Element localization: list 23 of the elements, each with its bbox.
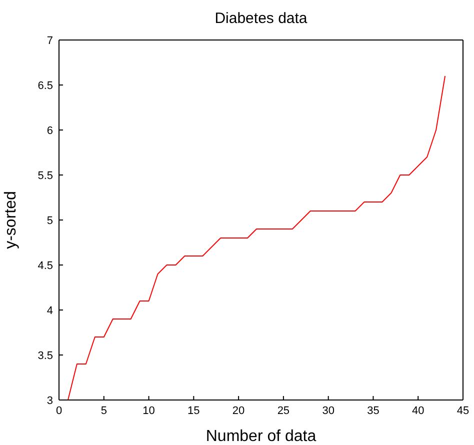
x-tick-label: 25 — [277, 404, 290, 417]
y-tick-label: 6 — [46, 124, 53, 137]
y-tick-label: 5 — [46, 214, 53, 227]
x-tick-label: 0 — [56, 404, 62, 417]
x-tick-label: 5 — [100, 404, 107, 417]
x-tick-label: 15 — [188, 404, 200, 417]
x-tick-label: 45 — [456, 404, 470, 417]
y-tick-label: 4 — [46, 304, 53, 317]
y-tick-label: 7 — [46, 34, 53, 47]
y-tick-label: 5.5 — [38, 170, 53, 182]
x-axis-title: Number of data — [206, 428, 316, 445]
y-tick-label: 6.5 — [38, 80, 53, 92]
x-tick-label: 20 — [232, 404, 245, 417]
y-tick-label: 3.5 — [38, 350, 53, 362]
y-tick-label: 3 — [46, 394, 53, 407]
chart-title: Diabetes data — [214, 10, 308, 27]
x-tick-label: 10 — [142, 404, 155, 417]
y-axis-title: y-sorted — [2, 191, 20, 249]
x-tick-label: 35 — [367, 404, 380, 417]
x-tick-label: 30 — [322, 404, 334, 417]
x-tick-label: 40 — [412, 404, 424, 417]
line-series — [67, 76, 446, 400]
y-tick-label: 4.5 — [38, 260, 53, 272]
